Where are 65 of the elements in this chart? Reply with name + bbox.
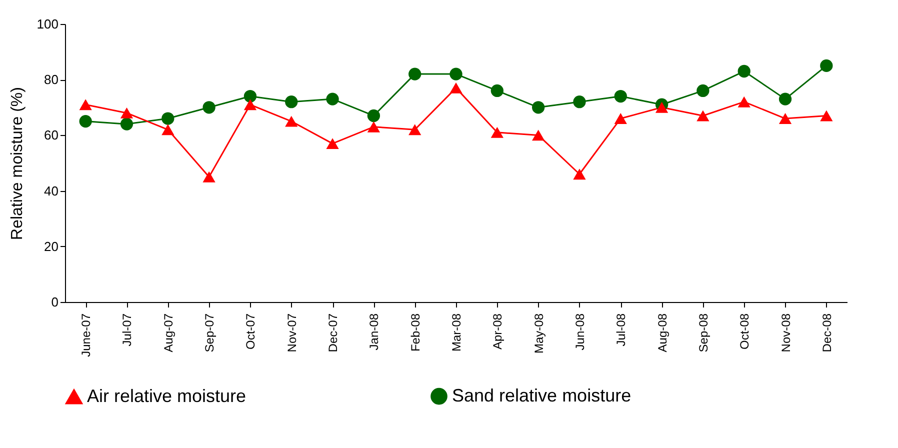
x-tick-label: Oct-08: [738, 313, 752, 350]
x-tick-label: Apr-08: [490, 313, 505, 350]
point: [450, 68, 462, 80]
point: [326, 138, 339, 150]
point: [244, 90, 257, 103]
x-tick-label: Dec-08: [820, 313, 834, 352]
point: [532, 101, 545, 114]
point: [285, 116, 298, 127]
point: [738, 64, 750, 78]
legend-label: Air relative moisture: [87, 386, 246, 406]
point: [778, 92, 792, 106]
point: [162, 112, 174, 125]
x-tick-label: Nov-08: [778, 313, 793, 352]
point: [285, 96, 298, 108]
x-tick-label: June-07: [79, 313, 94, 357]
point: [573, 168, 586, 180]
x-tick-label: Jun-08: [572, 313, 587, 350]
point: [696, 110, 710, 122]
x-tick-label: Mar-08: [450, 313, 464, 352]
point: [162, 124, 174, 136]
point: [738, 96, 750, 108]
point: [367, 121, 380, 132]
legend-label: Sand relative moisture: [452, 385, 632, 406]
y-tick-label: 40: [44, 183, 58, 198]
x-tick-label: Jul-07: [120, 313, 134, 346]
y-tick-label: 80: [44, 72, 58, 88]
x-tick-label: Jul-08: [614, 313, 628, 346]
point: [120, 118, 134, 130]
x-tick-label: Sep-08: [696, 313, 710, 352]
point: [655, 102, 668, 113]
point: [490, 84, 504, 98]
point: [573, 96, 586, 108]
point: [450, 82, 462, 94]
x-tick-label: Aug-07: [161, 313, 176, 352]
x-tick-label: Jan-08: [367, 313, 382, 350]
y-tick-label: 0: [51, 294, 58, 310]
point: [367, 109, 380, 122]
point: [778, 113, 792, 124]
point: [820, 59, 833, 72]
point: [202, 101, 216, 114]
y-tick-label: 60: [44, 128, 58, 143]
point: [408, 68, 422, 80]
point: [202, 171, 216, 182]
point: [614, 90, 627, 103]
point: [408, 124, 422, 136]
point: [532, 130, 545, 141]
x-tick-label: Feb-08: [408, 313, 422, 352]
y-axis-title: Relative moisture (%): [8, 87, 26, 240]
point: [490, 126, 504, 138]
point: [120, 107, 134, 118]
x-tick-label: Dec-07: [326, 313, 340, 352]
point: [820, 110, 833, 122]
x-tick-label: Aug-08: [655, 313, 670, 352]
point: [79, 99, 92, 110]
x-tick-label: Sep-07: [202, 313, 217, 352]
point: [79, 114, 92, 128]
point: [614, 113, 627, 124]
point: [244, 99, 257, 110]
x-tick-label: Oct-07: [244, 313, 258, 350]
x-tick-label: Nov-07: [284, 313, 299, 352]
y-tick-label: 100: [36, 16, 58, 32]
point: [326, 92, 339, 106]
x-tick-label: May-08: [532, 313, 546, 354]
point: [696, 84, 710, 98]
y-tick-label: 20: [44, 238, 58, 254]
